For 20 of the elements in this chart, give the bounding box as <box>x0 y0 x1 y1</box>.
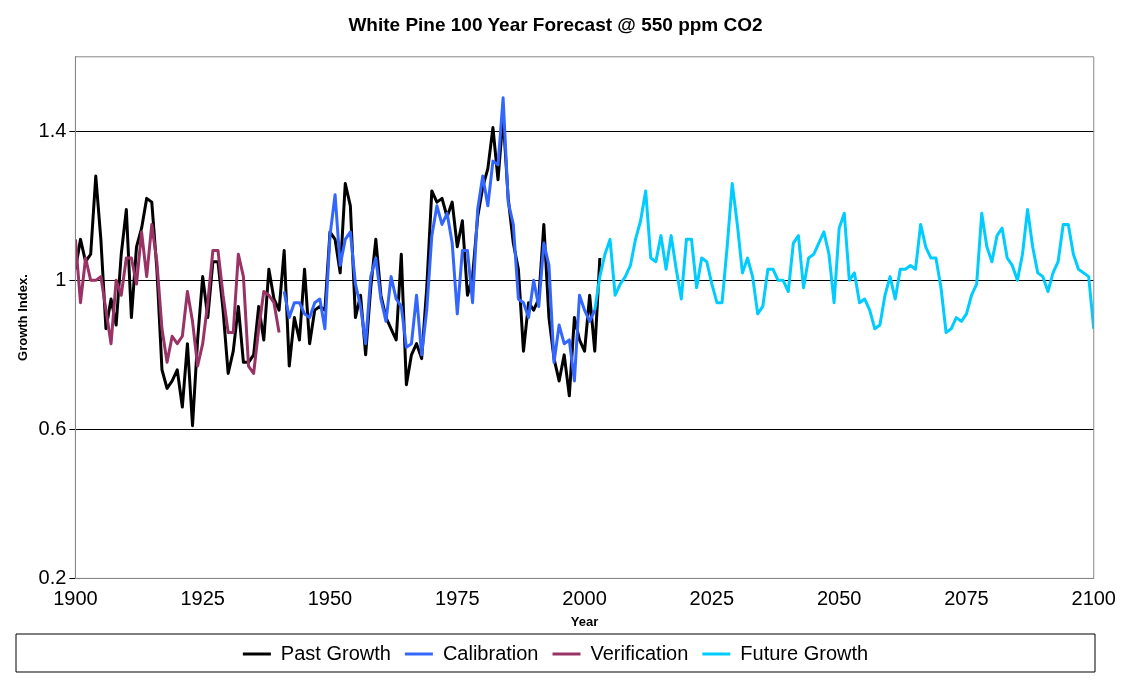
y-tick-label: 1.4 <box>38 118 67 141</box>
y-tick-label: 0.2 <box>38 565 67 588</box>
x-tick-label: 2050 <box>816 586 862 609</box>
y-tick-label: 1 <box>55 267 67 290</box>
x-tick-label: 2075 <box>944 586 989 609</box>
x-tick-label: 2025 <box>689 586 735 609</box>
legend-label: Calibration <box>442 641 539 664</box>
chart-title: White Pine 100 Year Forecast @ 550 ppm CO2 <box>348 13 763 35</box>
x-tick-label: 1900 <box>53 586 98 609</box>
x-tick-label: 1975 <box>435 586 480 609</box>
legend-label: Future Growth <box>740 641 869 664</box>
x-tick-label: 2000 <box>562 586 607 609</box>
x-tick-label: 1925 <box>180 586 225 609</box>
x-tick-label: 2100 <box>1071 586 1116 609</box>
x-axis-title: Year <box>570 613 599 629</box>
x-tick-label: 1950 <box>307 586 353 609</box>
y-axis-title: Growth Index. <box>15 274 31 361</box>
y-tick-label: 0.6 <box>38 416 67 439</box>
legend-label: Past Growth <box>280 641 391 664</box>
legend-label: Verification <box>590 641 689 664</box>
